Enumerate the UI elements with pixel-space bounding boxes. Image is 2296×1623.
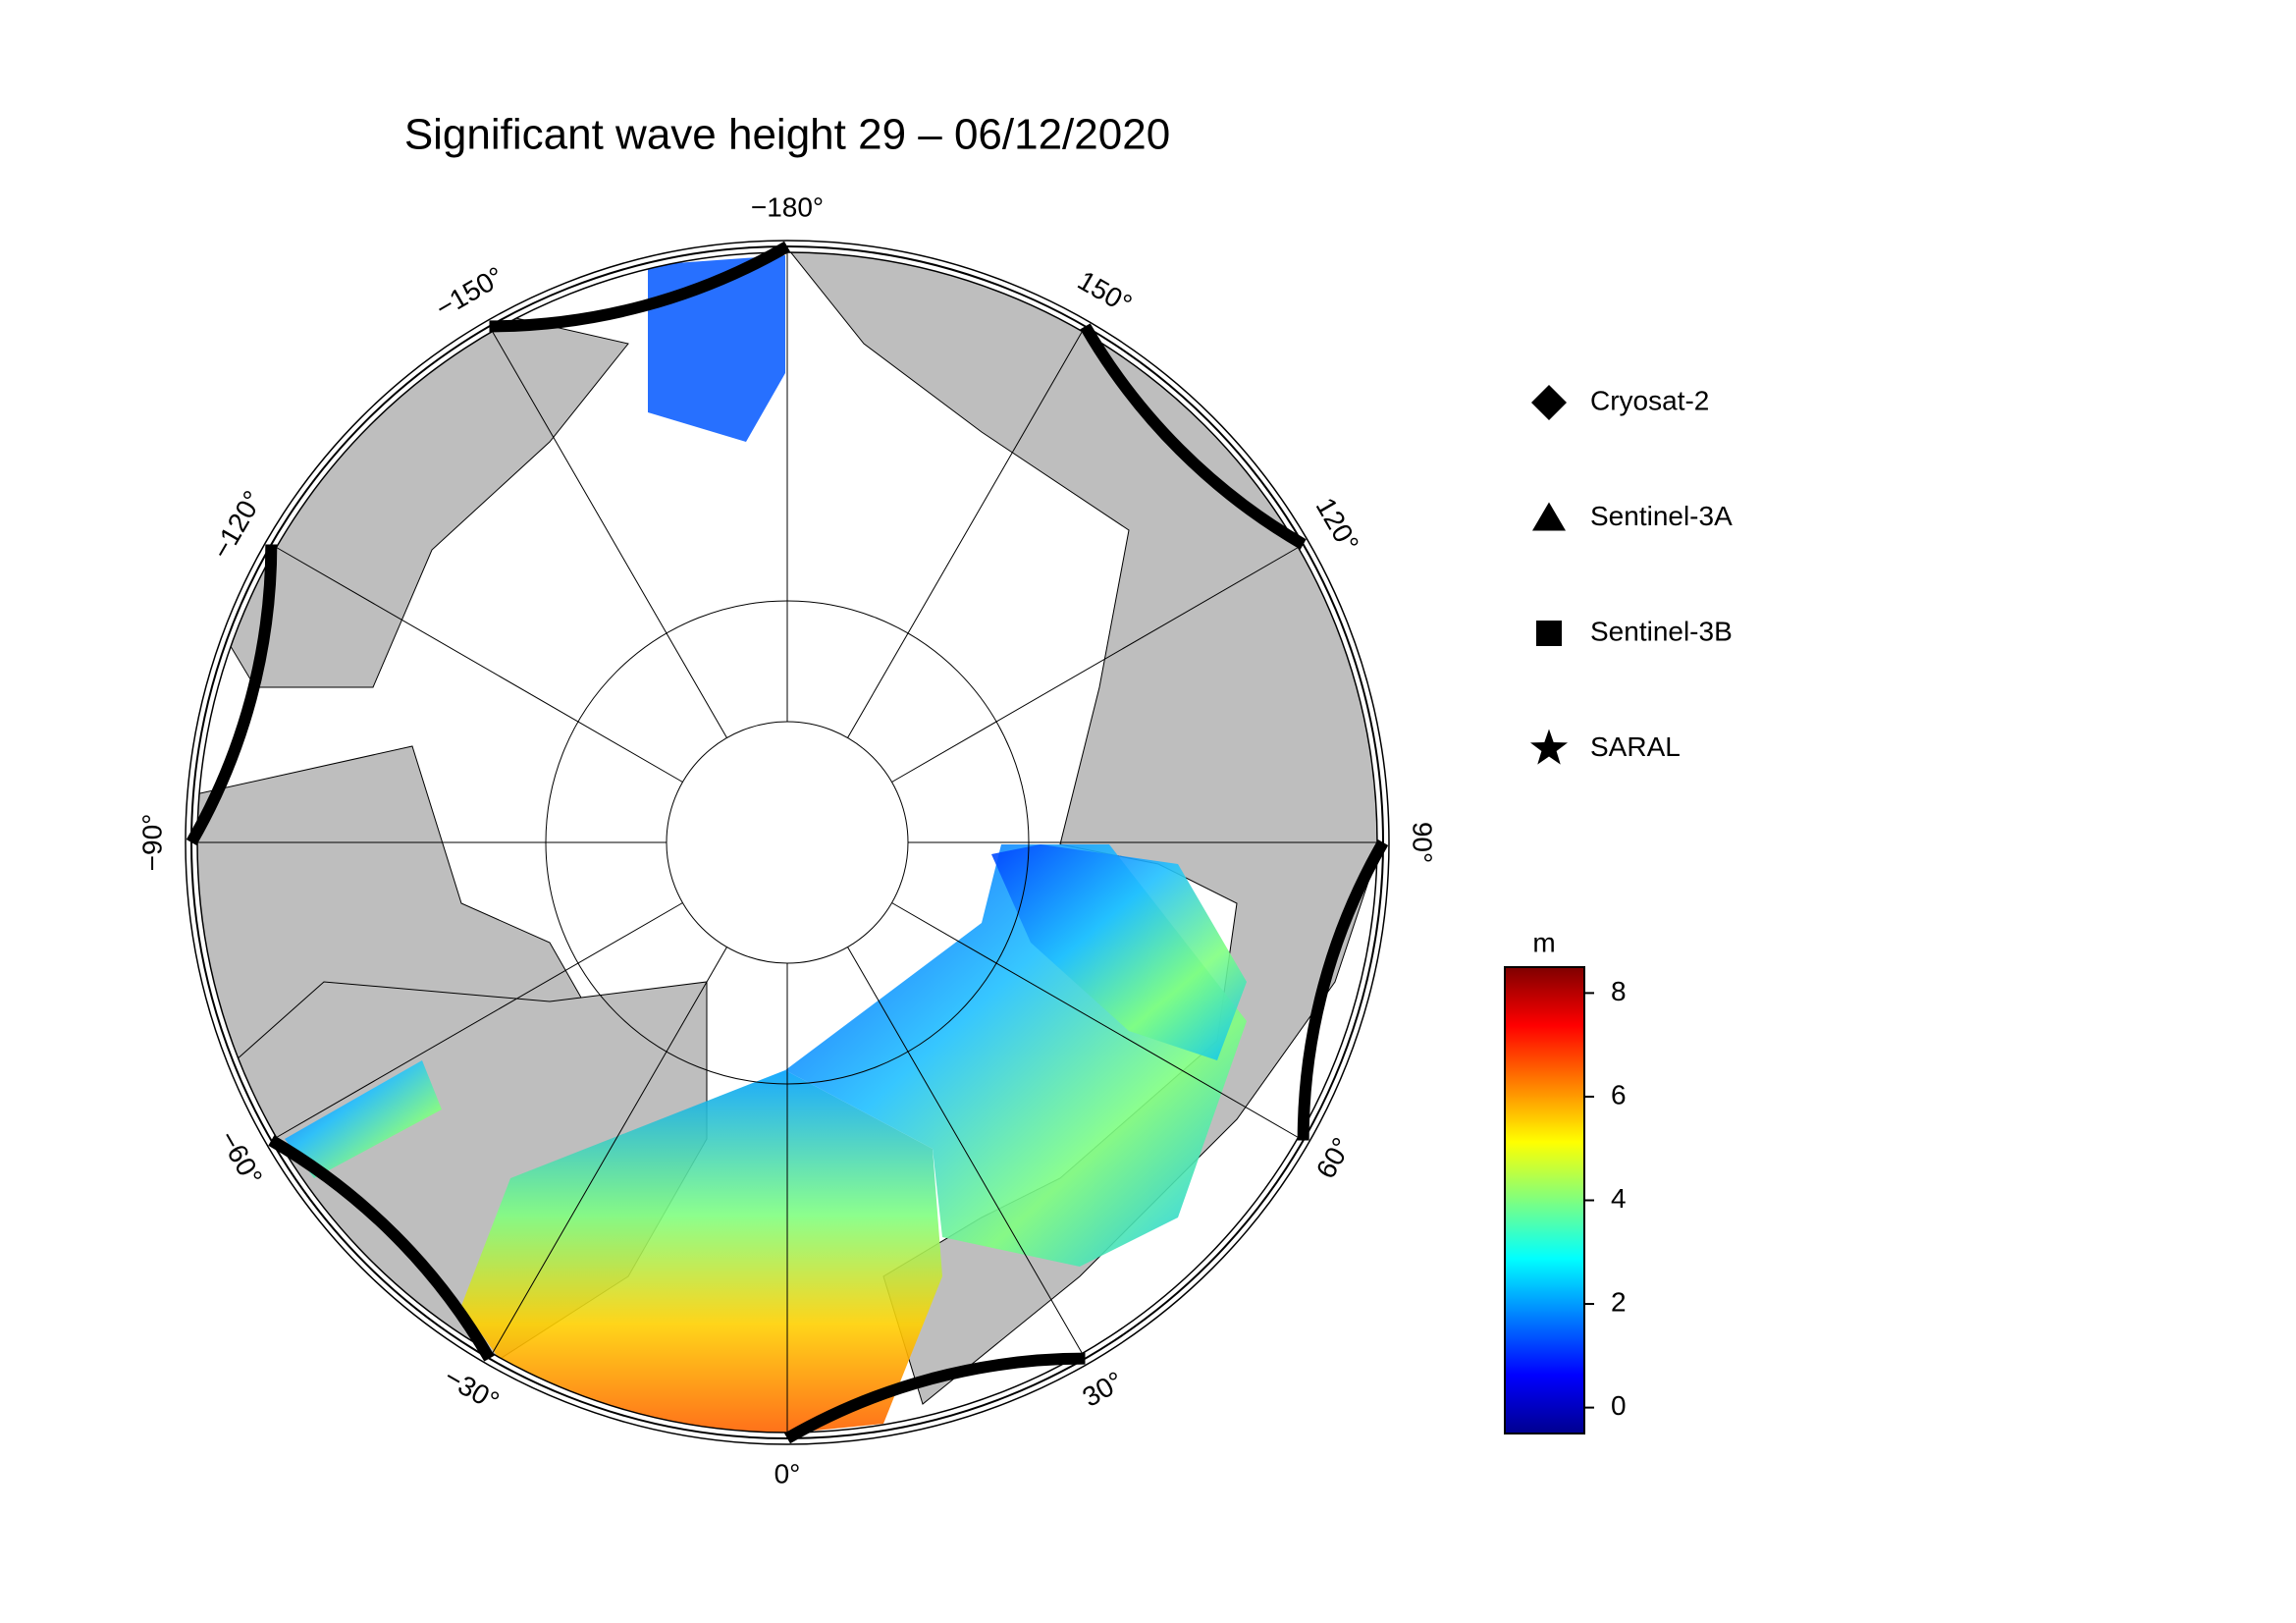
wave-swath xyxy=(461,1070,942,1433)
meridian xyxy=(276,547,683,783)
lon-label: 90° xyxy=(1408,822,1438,863)
ring-segment xyxy=(489,241,790,333)
meridian xyxy=(492,947,727,1354)
ring-segment xyxy=(268,1135,495,1362)
legend-label: Cryosat-2 xyxy=(1590,385,1709,415)
colorbar-tick-label: 4 xyxy=(1611,1183,1627,1214)
meridian xyxy=(847,947,1083,1354)
lon-label: −180° xyxy=(751,191,824,222)
legend-label: Sentinel-3A xyxy=(1590,501,1733,531)
legend-marker xyxy=(1529,729,1569,765)
meridian xyxy=(891,902,1299,1138)
colorbar-tick-label: 0 xyxy=(1611,1390,1627,1421)
lon-label: 120° xyxy=(1310,493,1365,558)
ring-segment xyxy=(1080,323,1307,550)
wave-swath xyxy=(648,255,785,442)
legend-marker xyxy=(1532,502,1566,531)
map: −180° 150° 120° 90° 60° 30° 0° −30° −60° −90° −120… xyxy=(136,191,1437,1488)
meridian xyxy=(492,331,727,738)
colorbar-unit: m xyxy=(1532,927,1555,957)
wave-swath xyxy=(285,1060,442,1178)
legend-marker xyxy=(1531,385,1567,420)
graticule xyxy=(197,252,1377,1433)
legend-marker xyxy=(1536,621,1562,646)
ring-segment xyxy=(1297,839,1389,1141)
meridian xyxy=(276,902,683,1138)
lon-label: −150° xyxy=(431,261,509,324)
lon-label: −120° xyxy=(206,486,269,565)
colorbar-fill xyxy=(1504,966,1585,1434)
lon-label: 30° xyxy=(1077,1366,1128,1413)
meridian xyxy=(891,547,1299,783)
wave-swath xyxy=(991,844,1247,1060)
colorbar: m 0 2 4 6 8 xyxy=(1504,927,1627,1434)
lon-label: 150° xyxy=(1073,265,1138,320)
lon-label: −60° xyxy=(213,1125,268,1190)
lon-label: −90° xyxy=(136,814,167,872)
ring-segment xyxy=(784,1352,1086,1444)
colorbar-tick-label: 2 xyxy=(1611,1286,1627,1317)
frame-ring xyxy=(185,240,1390,1445)
title: Significant wave height 29 – 06/12/2020 xyxy=(404,111,1170,159)
ring-segment xyxy=(186,544,278,845)
legend-label: Sentinel-3B xyxy=(1590,616,1733,646)
meridian xyxy=(847,331,1083,738)
colorbar-tick-label: 8 xyxy=(1611,976,1627,1006)
legend-label: SARAL xyxy=(1590,731,1681,762)
legend: Cryosat-2 Sentinel-3A Sentinel-3B SARAL xyxy=(1529,385,1733,765)
lon-label: 0° xyxy=(774,1458,801,1488)
lon-label: 60° xyxy=(1310,1132,1358,1183)
ring-outer xyxy=(185,240,1390,1445)
colorbar-tick-label: 6 xyxy=(1611,1079,1627,1109)
lon-label: −30° xyxy=(439,1362,504,1417)
